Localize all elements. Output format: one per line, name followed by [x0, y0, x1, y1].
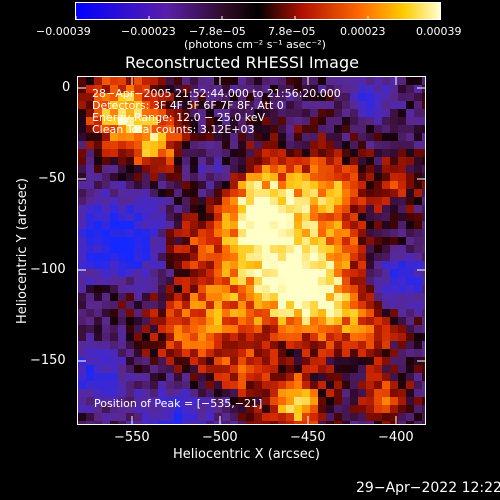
colorbar-tick: −7.8e−05: [189, 25, 246, 38]
overlay-peak-position: Position of Peak = [−535,−21]: [94, 397, 263, 410]
x-tick-label: −450: [290, 430, 326, 445]
overlay-clean-counts: Clean Total counts: 3.12E+03: [92, 123, 255, 136]
colorbar-tick: −0.00023: [121, 25, 176, 38]
colorbar-tick: −0.00039: [36, 25, 91, 38]
colorbar-units: (photons cm⁻² s⁻¹ asec⁻²): [184, 38, 326, 51]
x-tick-label: −400: [378, 430, 414, 445]
y-axis-label: Heliocentric Y (arcsec): [15, 178, 30, 324]
y-tick-label: −50: [38, 171, 66, 186]
overlay-time-range: 28−Apr−2005 21:52:44.000 to 21:56:20.000: [92, 87, 341, 100]
colorbar: [75, 2, 441, 20]
solar-image: [78, 77, 425, 424]
footer-timestamp: 29−Apr−2022 12:22: [356, 480, 500, 496]
colorbar-tick: 0.00023: [340, 25, 386, 38]
y-tick-label: 0: [62, 80, 71, 95]
colorbar-tick: 7.8e−05: [268, 25, 316, 38]
overlay-detectors: Detectors: 3F 4F 5F 6F 7F 8F, Att 0: [92, 99, 284, 112]
colorbar-tick: 0.00039: [416, 25, 462, 38]
y-tick-label: −100: [30, 262, 66, 277]
plot-title: Reconstructed RHESSI Image: [125, 53, 359, 72]
x-tick-label: −500: [202, 430, 238, 445]
x-tick-label: −550: [114, 430, 150, 445]
y-tick-label: −150: [30, 353, 66, 368]
plot-area: 28−Apr−2005 21:52:44.000 to 21:56:20.000…: [77, 76, 426, 425]
x-axis-label: Heliocentric X (arcsec): [173, 447, 320, 462]
overlay-energy-range: Energy Range: 12.0 − 25.0 keV: [92, 111, 266, 124]
